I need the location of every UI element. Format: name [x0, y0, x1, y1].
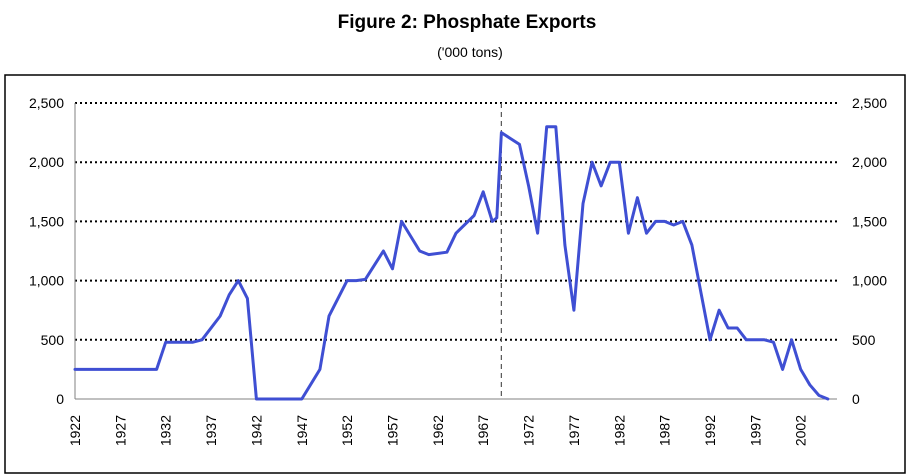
y-tick-label-left: 500 — [41, 332, 65, 348]
x-tick-label: 1952 — [339, 415, 355, 446]
x-tick-label: 1937 — [203, 415, 219, 446]
y-tick-label-right: 1,000 — [852, 273, 887, 289]
x-tick-label: 1922 — [67, 415, 83, 446]
x-tick-label: 1997 — [747, 415, 763, 446]
x-tick-label: 1982 — [611, 415, 627, 446]
x-tick-label: 1957 — [385, 415, 401, 446]
chart-title: Figure 2: Phosphate Exports — [338, 12, 597, 33]
y-tick-label-right: 2,000 — [852, 154, 887, 170]
y-tick-label-left: 0 — [56, 391, 64, 407]
x-tick-label: 1977 — [566, 415, 582, 446]
y-tick-label-left: 2,000 — [29, 154, 64, 170]
chart-frame — [4, 74, 906, 474]
x-tick-label: 1967 — [475, 415, 491, 446]
x-tick-label: 1987 — [657, 415, 673, 446]
y-tick-labels-left: 0 500 1,000 1,500 2,000 2,500 — [29, 95, 64, 407]
y-tick-label-right: 0 — [852, 391, 860, 407]
y-tick-label-right: 2,500 — [852, 95, 887, 111]
x-tick-label: 1947 — [294, 415, 310, 446]
x-tick-label: 1927 — [112, 415, 128, 446]
x-tick-label: 1932 — [158, 415, 174, 446]
y-tick-label-right: 500 — [852, 332, 876, 348]
y-tick-label-left: 2,500 — [29, 95, 64, 111]
y-tick-label-left: 1,000 — [29, 273, 64, 289]
x-tick-label: 1992 — [702, 415, 718, 446]
x-tick-label: 2002 — [793, 415, 809, 446]
x-tick-label: 1942 — [248, 415, 264, 446]
x-tick-label: 1972 — [521, 415, 537, 446]
y-tick-label-left: 1,500 — [29, 213, 64, 229]
y-tick-label-right: 1,500 — [852, 213, 887, 229]
series-line-phosphate-exports — [73, 125, 830, 401]
x-tick-labels: 1922 1927 1932 1937 1942 1947 1952 1957 1962 1967… — [67, 415, 809, 446]
y-tick-labels-right: 0 500 1,000 1,500 2,000 2,500 — [852, 95, 887, 407]
x-tick-label: 1962 — [430, 415, 446, 446]
gridlines — [75, 102, 837, 341]
chart-subtitle: ('000 tons) — [437, 44, 503, 60]
